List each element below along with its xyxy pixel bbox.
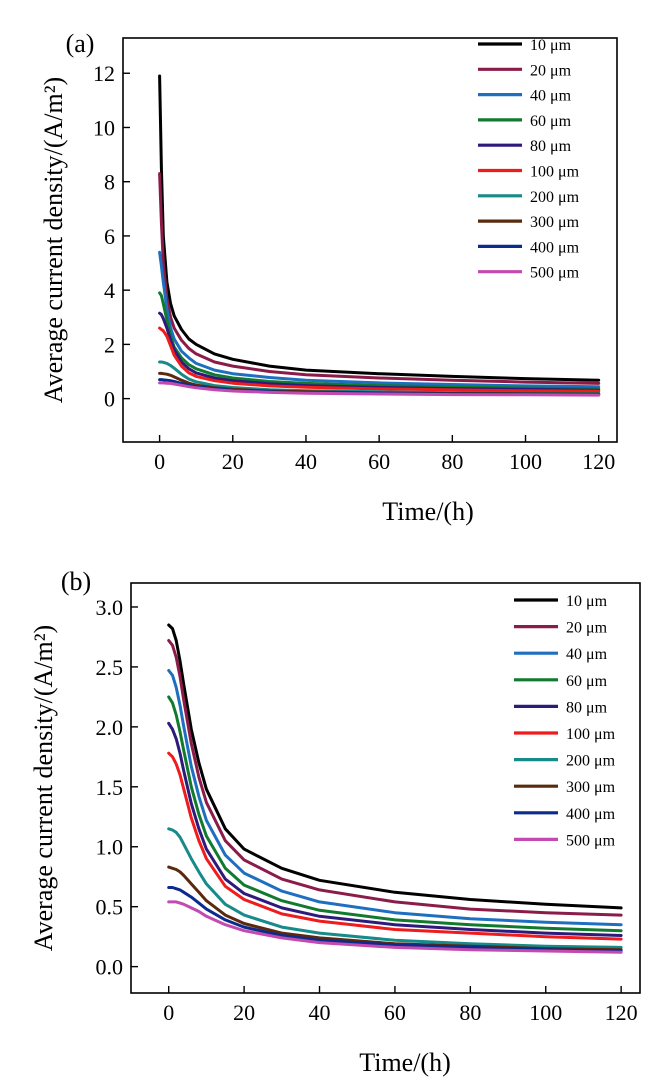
legend: 10 μm 20 μm 40 μm 60 μm 80 μm 100 μm 200 μm 300… [478,37,580,282]
x-tick-label: 120 [605,1000,638,1025]
series-line-1-2 [158,172,601,385]
x-tick-label: 0 [163,1000,174,1025]
series-line-1-6 [158,326,601,393]
x-tick-label: 60 [368,449,390,474]
series-line-2-2 [167,639,623,917]
legend-label: 100 μm [530,164,580,181]
series-line-2-10 [167,900,623,954]
series-line-1-10 [158,381,601,397]
y-tick-label: 0.0 [96,955,124,980]
series-line-2-3 [167,669,623,927]
legend-label: 200 μm [530,189,580,206]
series-line-2-5 [167,721,623,937]
x-tick-label: 100 [529,1000,562,1025]
y-tick-label: 4 [104,278,115,303]
x-tick-label: 20 [233,1000,255,1025]
legend-label: 500 μm [566,832,616,849]
legend-label: 80 μm [566,699,608,716]
panel-label: (a) [66,29,95,58]
y-tick-label: 2.5 [96,655,124,680]
y-tick-label: 6 [104,224,115,249]
legend-label: 60 μm [566,673,608,690]
series-line-1-3 [158,250,601,389]
x-tick-label: 60 [384,1000,406,1025]
plot-frame [130,582,641,994]
chart-panel-1: 0 20 40 60 80 100 120 0 2 4 6 8 10 12 Time/(h) Average … [39,29,618,526]
y-tick-label: 0.5 [96,895,124,920]
x-tick-label: 80 [441,449,463,474]
legend-label: 200 μm [566,753,616,770]
legend-label: 80 μm [530,138,572,155]
x-tick-label: 40 [309,1000,331,1025]
legend-label: 20 μm [566,620,608,637]
series-line-2-1 [167,623,623,910]
legend: 10 μm 20 μm 40 μm 60 μm 80 μm 100 μm 200 μm 300… [514,593,616,849]
legend-label: 400 μm [566,806,616,823]
series-line-2-9 [167,886,623,953]
x-tick-label: 40 [295,449,317,474]
legend-label: 300 μm [530,214,580,231]
chart-panel-2: 0 20 40 60 80 100 120 0.0 0.5 1.0 1.5 2.0 2.5 3.0 Time… [29,567,641,1077]
x-axis-title: Time/(h) [359,1048,451,1077]
x-tick-label: 80 [459,1000,481,1025]
x-tick-label: 100 [509,449,542,474]
series-line-2-6 [167,751,623,941]
series-line-2-7 [167,827,623,949]
y-tick-label: 1.5 [96,775,124,800]
x-tick-label: 20 [222,449,244,474]
plot-frame [122,37,618,443]
y-tick-label: 8 [104,170,115,195]
y-tick-label: 2 [104,332,115,357]
y-axis-title: Average current density/(A/m²) [29,625,58,951]
x-tick-label: 0 [154,449,165,474]
series-line-2-4 [167,695,623,933]
series-line-1-4 [158,291,601,391]
legend-label: 40 μm [530,88,572,105]
y-tick-label: 0 [104,387,115,412]
series-line-1-1 [158,74,601,382]
legend-label: 300 μm [566,779,616,796]
y-tick-label: 12 [93,61,115,86]
y-tick-label: 1.0 [96,835,124,860]
legend-label: 10 μm [530,37,572,54]
legend-label: 500 μm [530,265,580,282]
legend-label: 10 μm [566,593,608,610]
legend-label: 60 μm [530,113,572,130]
y-axis-title: Average current density/(A/m²) [39,77,68,403]
legend-label: 100 μm [566,726,616,743]
y-tick-label: 3.0 [96,595,124,620]
x-tick-label: 120 [582,449,615,474]
y-tick-label: 2.0 [96,715,124,740]
panel-label: (b) [61,567,91,596]
legend-label: 400 μm [530,239,580,256]
legend-label: 40 μm [566,646,608,663]
x-axis-title: Time/(h) [382,497,474,526]
y-tick-label: 10 [93,115,115,140]
legend-label: 20 μm [530,62,572,79]
